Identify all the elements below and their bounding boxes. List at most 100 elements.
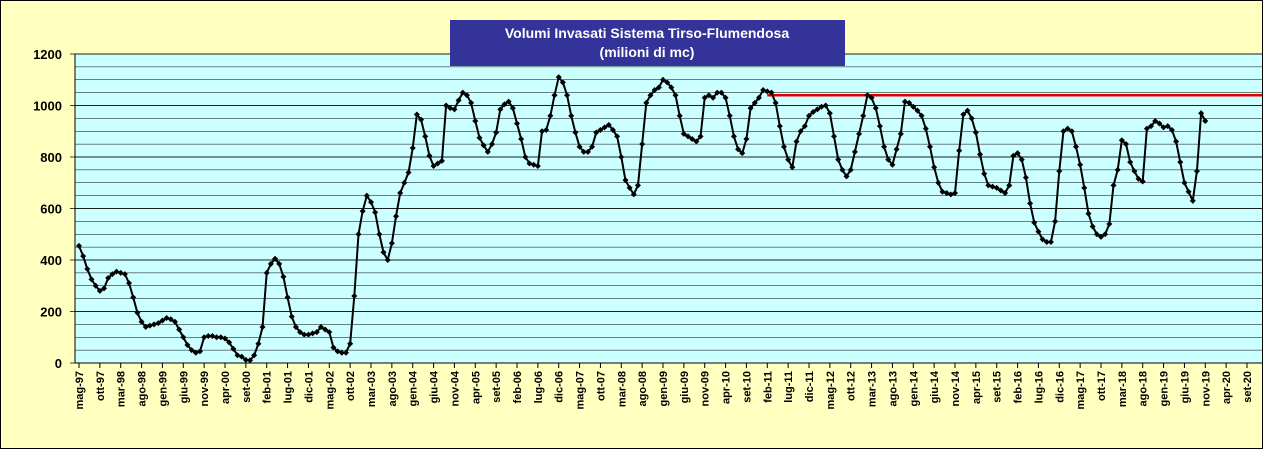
data-point bbox=[864, 92, 871, 99]
data-point bbox=[288, 313, 295, 320]
data-point bbox=[697, 133, 704, 140]
data-point bbox=[126, 280, 133, 287]
data-point bbox=[676, 112, 683, 119]
data-point bbox=[655, 84, 662, 91]
y-tick-label: 600 bbox=[40, 202, 62, 217]
x-tick-label: giu-99 bbox=[178, 371, 190, 403]
data-point bbox=[797, 128, 804, 135]
data-point bbox=[997, 187, 1004, 194]
x-tick-label: dic-16 bbox=[1054, 371, 1066, 403]
data-point bbox=[1114, 166, 1121, 173]
data-point bbox=[409, 144, 416, 151]
data-point bbox=[76, 242, 82, 249]
x-tick-label: mar-03 bbox=[366, 371, 378, 407]
data-point bbox=[576, 143, 583, 150]
data-point bbox=[618, 154, 625, 160]
x-tick-label: apr-15 bbox=[971, 371, 983, 404]
data-point bbox=[609, 126, 616, 133]
data-point bbox=[693, 138, 700, 145]
data-point bbox=[397, 190, 404, 197]
data-point bbox=[1047, 238, 1054, 245]
data-point bbox=[1181, 179, 1188, 186]
data-point bbox=[255, 340, 262, 347]
data-point bbox=[651, 87, 658, 94]
title-box bbox=[450, 20, 845, 66]
data-point bbox=[597, 126, 604, 133]
data-point bbox=[952, 190, 958, 197]
data-point bbox=[647, 92, 654, 99]
data-point bbox=[806, 112, 812, 119]
data-point bbox=[1127, 159, 1134, 166]
data-point bbox=[1198, 110, 1205, 117]
data-point bbox=[906, 99, 913, 106]
data-point bbox=[376, 231, 383, 238]
data-point bbox=[1043, 238, 1050, 245]
data-point bbox=[1039, 236, 1046, 243]
data-point bbox=[493, 129, 500, 136]
data-point bbox=[822, 102, 829, 109]
data-point bbox=[534, 163, 541, 170]
data-point bbox=[1173, 138, 1180, 145]
data-point bbox=[468, 99, 475, 106]
data-point bbox=[634, 182, 641, 189]
data-point bbox=[167, 316, 174, 323]
data-point bbox=[301, 331, 308, 338]
data-point bbox=[1135, 175, 1142, 182]
data-point bbox=[372, 209, 379, 216]
data-point bbox=[180, 334, 187, 341]
data-point bbox=[501, 101, 508, 108]
data-point bbox=[1072, 143, 1079, 150]
data-point bbox=[726, 112, 733, 119]
data-point bbox=[80, 253, 87, 260]
chart-title: Volumi Invasati Sistema Tirso-Flumendosa bbox=[505, 25, 789, 41]
data-point bbox=[380, 249, 387, 256]
data-point bbox=[710, 94, 717, 101]
data-point bbox=[484, 148, 491, 155]
x-tick-label: ott-02 bbox=[345, 371, 357, 401]
data-point bbox=[1060, 128, 1067, 135]
data-point bbox=[993, 184, 1000, 191]
data-point bbox=[422, 133, 429, 140]
data-point bbox=[1056, 168, 1063, 175]
data-point bbox=[472, 117, 479, 124]
data-point bbox=[897, 130, 904, 137]
data-point bbox=[355, 231, 362, 238]
data-point bbox=[876, 123, 883, 130]
x-tick-label: mag-12 bbox=[825, 371, 837, 410]
data-point bbox=[1098, 233, 1104, 240]
data-point bbox=[1085, 210, 1092, 217]
data-point bbox=[839, 166, 846, 173]
data-point bbox=[155, 320, 162, 327]
data-point bbox=[259, 323, 266, 330]
x-tick-label: ott-12 bbox=[846, 371, 858, 401]
data-point bbox=[388, 240, 395, 247]
data-point bbox=[1177, 159, 1184, 166]
data-point bbox=[847, 166, 854, 173]
data-point bbox=[322, 326, 329, 333]
y-tick-label: 1200 bbox=[33, 47, 62, 62]
data-point bbox=[881, 143, 888, 150]
data-point bbox=[138, 318, 145, 325]
data-point bbox=[1152, 117, 1159, 124]
data-point bbox=[551, 92, 558, 99]
x-tick-label: gen-04 bbox=[408, 370, 420, 406]
data-point bbox=[338, 349, 345, 356]
data-point bbox=[276, 260, 283, 267]
data-point bbox=[1018, 156, 1025, 163]
data-point bbox=[730, 133, 737, 140]
data-point bbox=[176, 326, 183, 333]
data-point bbox=[518, 135, 525, 142]
data-point bbox=[267, 260, 274, 267]
data-point bbox=[568, 112, 575, 119]
data-point bbox=[714, 89, 721, 96]
data-point bbox=[272, 255, 279, 262]
data-point bbox=[1168, 126, 1175, 133]
data-point bbox=[672, 92, 679, 99]
data-point bbox=[826, 110, 833, 117]
data-point bbox=[505, 98, 512, 105]
data-point bbox=[968, 115, 975, 122]
data-point bbox=[92, 282, 99, 289]
data-point bbox=[851, 148, 858, 155]
data-point bbox=[922, 125, 929, 132]
